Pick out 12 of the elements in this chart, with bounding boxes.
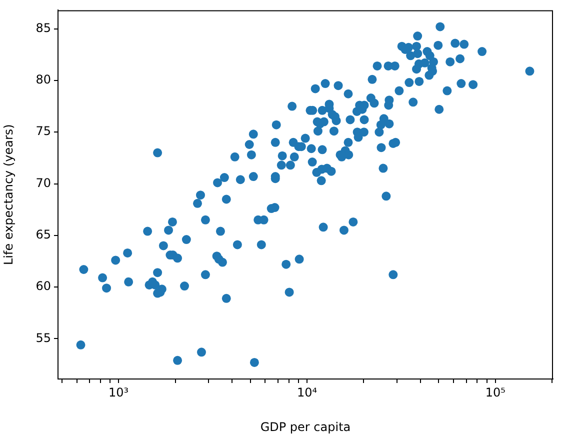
y-tick-label: 75 (36, 124, 51, 138)
y-tick-label: 55 (36, 330, 51, 345)
x-tick-label: 10⁴ (296, 385, 318, 400)
y-tick-label: 70 (36, 176, 51, 190)
y-tick-label: 80 (36, 72, 51, 87)
x-tick-label: 10⁵ (485, 385, 506, 400)
y-tick-label: 65 (36, 228, 51, 242)
x-axis-title: GDP per capita (260, 420, 351, 434)
y-tick-label: 60 (36, 279, 51, 294)
y-tick-label: 85 (36, 20, 51, 35)
y-axis-title: Life expectancy (years) (1, 124, 16, 266)
x-tick-label: 10³ (108, 385, 129, 400)
